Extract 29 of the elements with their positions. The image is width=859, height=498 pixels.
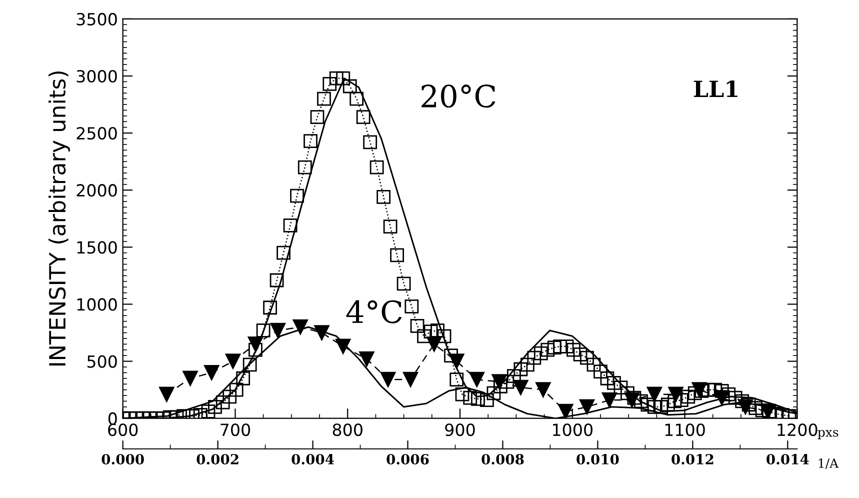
y-tick-label: 3000 xyxy=(76,70,117,83)
y-tick-label: 1500 xyxy=(77,241,117,254)
y-tick-label: 3500 xyxy=(76,12,117,26)
x-tick-label: 800 xyxy=(332,423,362,436)
x-tick-label: 1200 xyxy=(778,423,818,436)
y-tick-label: 500 xyxy=(87,355,117,368)
x2-axis-title: 1/A xyxy=(818,458,839,469)
annotation: LL1 xyxy=(694,80,738,97)
x2-tick-label: 0.014 xyxy=(766,454,809,464)
y-axis-title: INTENSITY (arbitrary units) xyxy=(48,71,70,366)
x-tick-label: 900 xyxy=(445,423,475,436)
y-tick-label: 2500 xyxy=(76,127,117,140)
y-tick-label: 2000 xyxy=(76,184,117,197)
annotation: 4°C xyxy=(346,300,402,324)
x2-tick-label: 0.012 xyxy=(672,454,714,464)
x2-tick-label: 0.000 xyxy=(102,454,144,464)
x-tick-label: 600 xyxy=(108,423,138,436)
x2-tick-label: 0.010 xyxy=(576,454,619,464)
x-tick-label: 1000 xyxy=(553,423,592,436)
annotation: 20°C xyxy=(422,84,496,108)
x2-tick-label: 0.006 xyxy=(386,454,429,464)
y-tick-label: 0 xyxy=(108,412,117,425)
x-tick-label: 1100 xyxy=(665,423,705,436)
x2-tick-label: 0.004 xyxy=(292,454,334,464)
x2-tick-label: 0.002 xyxy=(196,454,238,464)
x-axis-title: pxs xyxy=(818,430,838,440)
x-tick-label: 700 xyxy=(220,423,250,436)
x2-tick-label: 0.008 xyxy=(482,454,524,464)
y-tick-label: 1000 xyxy=(77,298,117,311)
